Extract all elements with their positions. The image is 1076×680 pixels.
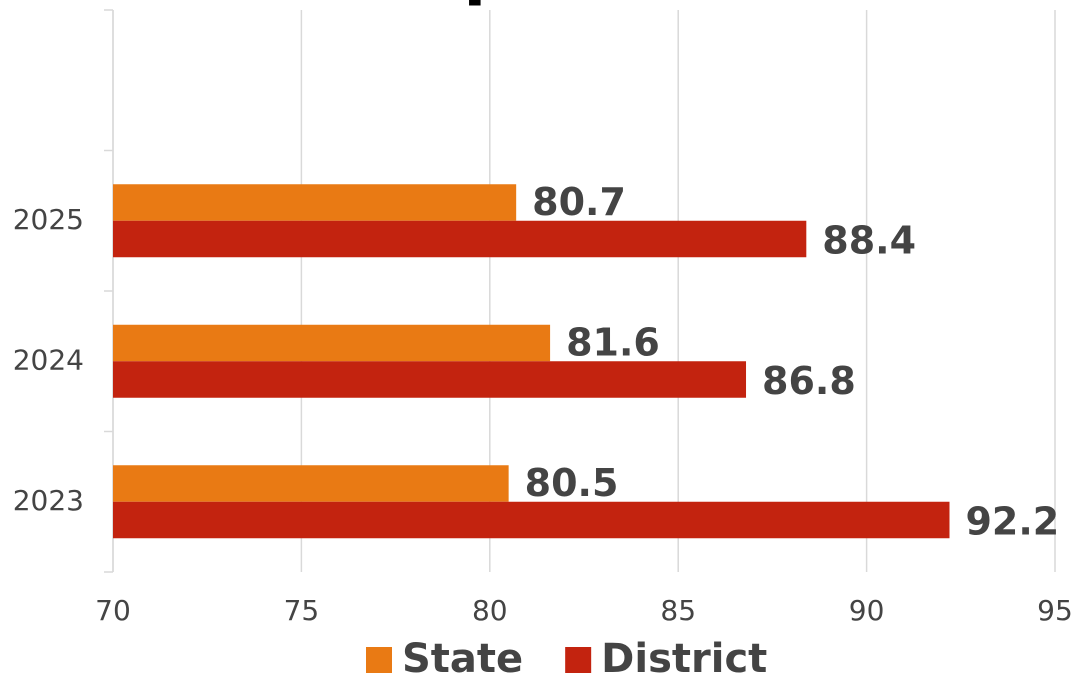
bar	[113, 465, 509, 502]
legend-label: State	[402, 636, 523, 680]
data-label: 86.8	[762, 359, 856, 403]
legend-swatch	[565, 647, 592, 673]
data-label: 80.5	[525, 461, 619, 505]
y-tick-label: 2023	[13, 484, 84, 517]
bar	[113, 501, 950, 539]
data-label: 92.2	[965, 500, 1059, 544]
data-label: 81.6	[566, 321, 660, 365]
x-tick-label: 80	[472, 594, 508, 627]
y-tick-label: 2025	[13, 203, 84, 236]
x-tick-label: 70	[95, 594, 131, 627]
legend-label: District	[601, 636, 767, 680]
data-label: 88.4	[822, 219, 916, 263]
data-label: 80.7	[532, 180, 626, 224]
legend-swatch	[366, 647, 392, 673]
x-tick-label: 90	[849, 594, 885, 627]
x-tick-label: 85	[660, 594, 696, 627]
bar	[113, 361, 747, 398]
y-tick-label: 2024	[13, 343, 84, 376]
bar	[113, 324, 551, 362]
bar	[113, 220, 807, 258]
chart-title: State Comparison	[78, 0, 742, 8]
x-tick-label: 75	[284, 594, 320, 627]
x-tick-label: 95	[1037, 594, 1073, 627]
bar	[113, 184, 517, 221]
